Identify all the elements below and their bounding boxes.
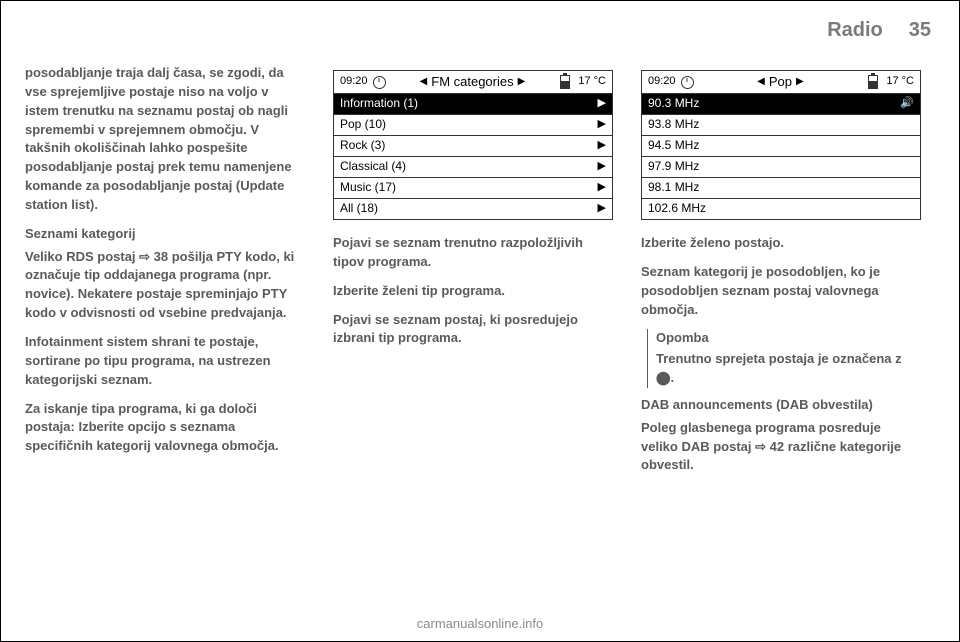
battery-icon	[868, 75, 878, 89]
list-item: Pop (10) ▶	[334, 115, 612, 136]
screen1-temp: 17 °C	[578, 74, 606, 90]
col3-heading-dab: DAB announcements (DAB obvestila)	[641, 396, 921, 415]
column-2: 09:20 ◀ FM categories ▶ 17 °C Informatio…	[333, 64, 613, 612]
col1-paragraph-4: Za iskanje tipa programa, ki ga določi p…	[25, 400, 305, 457]
clock-icon	[681, 76, 694, 89]
list-item: All (18) ▶	[334, 199, 612, 219]
page: Radio 35 posodabljanje traja dalj časa, …	[0, 0, 960, 642]
screen2-list: 90.3 MHz 🔊 93.8 MHz 94.5 MHz 97.9 MHz 98…	[642, 93, 920, 219]
col2-paragraph-1: Pojavi se seznam trenutno razpoložljivih…	[333, 234, 613, 272]
col2-paragraph-3: Pojavi se seznam postaj, ki posredujejo …	[333, 311, 613, 349]
col1-paragraph-2: Veliko RDS postaj ⇨ 38 pošilja PTY kodo,…	[25, 248, 305, 323]
list-item-label: 98.1 MHz	[648, 179, 699, 196]
screen1-title: FM categories	[431, 73, 513, 92]
screenshot-fm-categories: 09:20 ◀ FM categories ▶ 17 °C Informatio…	[333, 70, 613, 220]
col3-paragraph-1: Izberite želeno postajo.	[641, 234, 921, 253]
header-page-number: 35	[909, 19, 931, 42]
list-item-label: 93.8 MHz	[648, 116, 699, 133]
chevron-right-icon: ▶	[598, 159, 606, 175]
list-item-label: 90.3 MHz	[648, 95, 699, 112]
note-label: Opomba	[656, 329, 921, 348]
content-columns: posodabljanje traja dalj časa, se zgodi,…	[25, 64, 935, 612]
triangle-left-icon: ◀	[757, 75, 765, 90]
header-title: Radio	[827, 19, 883, 42]
screen1-topbar: 09:20 ◀ FM categories ▶ 17 °C	[334, 71, 612, 93]
col3-paragraph-2: Seznam kategorij je posodobljen, ko je p…	[641, 263, 921, 320]
screen2-title: Pop	[769, 73, 792, 92]
list-item: 90.3 MHz 🔊	[642, 94, 920, 115]
screen2-topbar: 09:20 ◀ Pop ▶ 17 °C	[642, 71, 920, 93]
clock-icon	[373, 76, 386, 89]
list-item: 98.1 MHz	[642, 178, 920, 199]
screen1-time: 09:20	[340, 74, 368, 90]
list-item: 102.6 MHz	[642, 199, 920, 219]
col2-paragraph-2: Izberite želeni tip programa.	[333, 282, 613, 301]
chevron-right-icon: ▶	[598, 117, 606, 133]
triangle-right-icon: ▶	[518, 75, 526, 90]
note-body: Trenutno sprejeta postaja je označena z …	[656, 350, 921, 388]
triangle-right-icon: ▶	[796, 75, 804, 90]
list-item: 94.5 MHz	[642, 136, 920, 157]
list-item-label: Rock (3)	[340, 137, 385, 154]
col1-paragraph-1: posodabljanje traja dalj časa, se zgodi,…	[25, 64, 305, 215]
chevron-right-icon: ▶	[598, 96, 606, 112]
list-item-label: Pop (10)	[340, 116, 386, 133]
column-3: 09:20 ◀ Pop ▶ 17 °C 90.3 MHz 🔊	[641, 64, 921, 612]
list-item: 93.8 MHz	[642, 115, 920, 136]
col1-paragraph-3: Infotainment sistem shrani te postaje, s…	[25, 333, 305, 390]
list-item-label: 94.5 MHz	[648, 137, 699, 154]
column-1: posodabljanje traja dalj časa, se zgodi,…	[25, 64, 305, 612]
page-header: Radio 35	[25, 19, 935, 42]
screen2-time: 09:20	[648, 74, 676, 90]
chevron-right-icon: ▶	[598, 138, 606, 154]
triangle-left-icon: ◀	[420, 75, 428, 90]
screen2-temp: 17 °C	[886, 74, 914, 90]
list-item: Rock (3) ▶	[334, 136, 612, 157]
list-item-label: 97.9 MHz	[648, 158, 699, 175]
screenshot-pop-stations: 09:20 ◀ Pop ▶ 17 °C 90.3 MHz 🔊	[641, 70, 921, 220]
list-item: 97.9 MHz	[642, 157, 920, 178]
col1-heading-categories: Seznami kategorij	[25, 225, 305, 244]
screen2-title-wrap: ◀ Pop ▶	[697, 73, 865, 92]
note-block: Opomba Trenutno sprejeta postaja je ozna…	[647, 329, 921, 388]
list-item-label: 102.6 MHz	[648, 200, 706, 217]
chevron-right-icon: ▶	[598, 180, 606, 196]
list-item-label: All (18)	[340, 200, 378, 217]
list-item-label: Classical (4)	[340, 158, 406, 175]
screen1-title-wrap: ◀ FM categories ▶	[389, 73, 557, 92]
list-item: Information (1) ▶	[334, 94, 612, 115]
footer-watermark: carmanualsonline.info	[25, 616, 935, 631]
col3-paragraph-3: Poleg glasbenega programa posreduje veli…	[641, 419, 921, 476]
chevron-right-icon: ▶	[598, 201, 606, 217]
speaker-icon: 🔊	[900, 96, 914, 112]
list-item: Music (17) ▶	[334, 178, 612, 199]
screen1-list: Information (1) ▶ Pop (10) ▶ Rock (3) ▶ …	[334, 93, 612, 219]
list-item: Classical (4) ▶	[334, 157, 612, 178]
battery-icon	[560, 75, 570, 89]
list-item-label: Information (1)	[340, 95, 418, 112]
list-item-label: Music (17)	[340, 179, 396, 196]
